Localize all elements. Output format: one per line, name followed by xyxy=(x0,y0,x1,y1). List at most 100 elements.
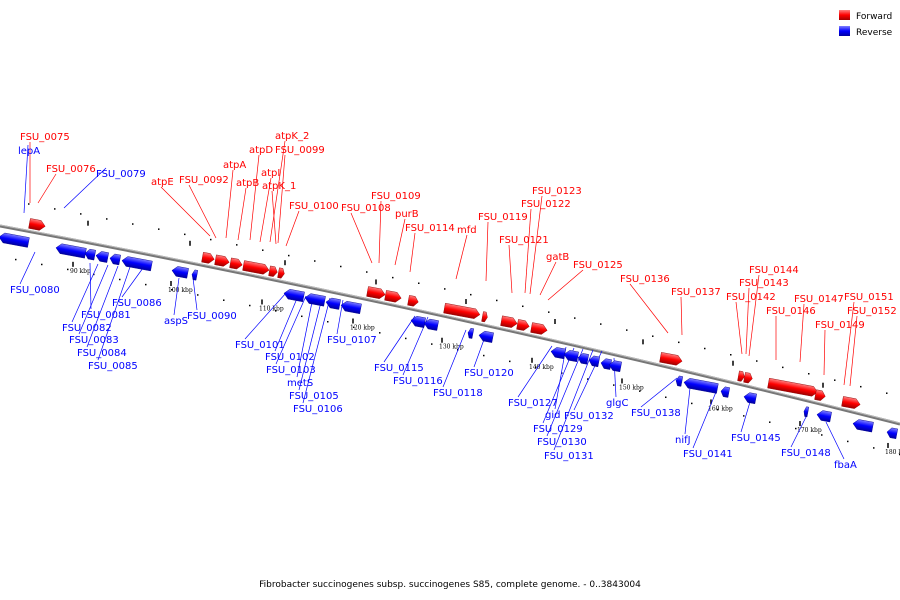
forward-gene-arrow[interactable] xyxy=(28,218,47,231)
reverse-gene-arrow[interactable] xyxy=(171,265,189,279)
reverse-gene-label[interactable]: FSU_0116 xyxy=(393,376,443,387)
forward-gene-label[interactable]: atpK_2 xyxy=(275,131,309,142)
forward-gene-label[interactable]: purB xyxy=(395,209,419,220)
forward-gene-arrow[interactable] xyxy=(277,267,286,279)
reverse-gene-label[interactable]: FSU_0130 xyxy=(537,437,587,448)
forward-gene-label[interactable]: FSU_0092 xyxy=(179,175,229,186)
forward-gene-arrow[interactable] xyxy=(201,252,216,264)
reverse-gene-arrow[interactable] xyxy=(109,253,121,266)
forward-gene-label[interactable]: FSU_0108 xyxy=(341,203,391,214)
forward-gene-label[interactable]: atpA xyxy=(223,160,246,171)
forward-gene-label[interactable]: atpB xyxy=(236,178,259,189)
reverse-gene-arrow[interactable] xyxy=(600,358,612,370)
reverse-gene-arrow[interactable] xyxy=(283,288,305,303)
reverse-gene-label[interactable]: FSU_0082 xyxy=(62,323,112,334)
forward-gene-label[interactable]: FSU_0114 xyxy=(405,223,455,234)
reverse-gene-label[interactable]: FSU_0129 xyxy=(533,424,583,435)
forward-gene-label[interactable]: gatB xyxy=(546,252,569,263)
forward-gene-arrow[interactable] xyxy=(767,377,819,397)
forward-gene-label[interactable]: FSU_0136 xyxy=(620,274,670,285)
forward-gene-label[interactable]: FSU_0123 xyxy=(532,186,582,197)
forward-gene-arrow[interactable] xyxy=(481,311,489,323)
reverse-gene-arrow[interactable] xyxy=(743,392,757,405)
forward-gene-label[interactable]: FSU_0142 xyxy=(726,292,776,303)
forward-gene-arrow[interactable] xyxy=(366,286,387,300)
reverse-gene-label[interactable]: lepA xyxy=(18,146,40,157)
reverse-gene-arrow[interactable] xyxy=(816,410,832,423)
reverse-gene-arrow[interactable] xyxy=(467,327,475,339)
reverse-gene-arrow[interactable] xyxy=(852,419,874,433)
forward-gene-label[interactable]: atpD xyxy=(249,145,273,156)
reverse-gene-arrow[interactable] xyxy=(720,386,730,398)
reverse-gene-label[interactable]: FSU_0080 xyxy=(10,285,60,296)
forward-gene-arrow[interactable] xyxy=(737,370,746,382)
forward-gene-label[interactable]: FSU_0125 xyxy=(573,260,623,271)
forward-gene-label[interactable]: FSU_0122 xyxy=(521,199,571,210)
reverse-gene-label[interactable]: FSU_0085 xyxy=(88,361,138,372)
forward-gene-label[interactable]: FSU_0146 xyxy=(766,306,816,317)
reverse-gene-label[interactable]: FSU_0084 xyxy=(77,348,127,359)
reverse-gene-label[interactable]: fbaA xyxy=(834,460,857,471)
reverse-gene-label[interactable]: glgC xyxy=(606,398,628,409)
reverse-gene-arrow[interactable] xyxy=(886,427,898,440)
forward-gene-label[interactable]: FSU_0152 xyxy=(847,306,897,317)
reverse-gene-arrow[interactable] xyxy=(683,377,719,394)
reverse-gene-label[interactable]: FSU_0081 xyxy=(81,310,131,321)
forward-gene-arrow[interactable] xyxy=(214,254,231,267)
reverse-gene-arrow[interactable] xyxy=(95,251,109,263)
reverse-gene-arrow[interactable] xyxy=(121,256,153,272)
reverse-gene-label[interactable]: FSU_0103 xyxy=(266,365,316,376)
reverse-gene-label[interactable]: FSU_0120 xyxy=(464,368,514,379)
reverse-gene-arrow[interactable] xyxy=(55,243,87,259)
reverse-gene-label[interactable]: FSU_0106 xyxy=(293,404,343,415)
reverse-gene-label[interactable]: metS xyxy=(287,378,313,389)
reverse-gene-arrow[interactable] xyxy=(588,355,600,368)
reverse-gene-arrow[interactable] xyxy=(0,232,30,248)
forward-gene-label[interactable]: FSU_0121 xyxy=(499,235,549,246)
forward-gene-label[interactable]: FSU_0137 xyxy=(671,287,721,298)
reverse-gene-label[interactable]: FSU_0118 xyxy=(433,388,483,399)
reverse-gene-arrow[interactable] xyxy=(191,269,199,281)
forward-gene-label[interactable]: FSU_0143 xyxy=(739,278,789,289)
reverse-gene-arrow[interactable] xyxy=(304,293,326,307)
reverse-gene-arrow[interactable] xyxy=(577,353,589,365)
forward-gene-label[interactable]: FSU_0099 xyxy=(275,145,325,156)
forward-gene-arrow[interactable] xyxy=(500,315,519,329)
reverse-gene-arrow[interactable] xyxy=(325,297,341,310)
forward-gene-label[interactable]: FSU_0144 xyxy=(749,265,799,276)
reverse-gene-label[interactable]: FSU_0107 xyxy=(327,335,377,346)
reverse-gene-label[interactable]: FSU_0138 xyxy=(631,408,681,419)
reverse-gene-arrow[interactable] xyxy=(423,318,439,331)
forward-gene-label[interactable]: atpI xyxy=(261,168,280,179)
reverse-gene-label[interactable]: nifJ xyxy=(675,435,691,446)
reverse-gene-arrow[interactable] xyxy=(675,375,684,387)
forward-gene-label[interactable]: FSU_0149 xyxy=(815,320,865,331)
reverse-gene-label[interactable]: FSU_0086 xyxy=(112,298,162,309)
forward-gene-arrow[interactable] xyxy=(530,322,549,336)
forward-gene-label[interactable]: atpE xyxy=(151,177,174,188)
reverse-gene-label[interactable]: FSU_0131 xyxy=(544,451,594,462)
reverse-gene-arrow[interactable] xyxy=(340,300,362,315)
reverse-gene-label[interactable]: FSU_0127 xyxy=(508,398,558,409)
forward-gene-arrow[interactable] xyxy=(229,257,244,270)
reverse-gene-label[interactable]: FSU_0079 xyxy=(96,169,146,180)
reverse-gene-arrow[interactable] xyxy=(803,406,810,418)
forward-gene-label[interactable]: FSU_0147 xyxy=(794,294,844,305)
forward-gene-arrow[interactable] xyxy=(814,389,827,402)
forward-gene-arrow[interactable] xyxy=(242,260,270,276)
forward-gene-arrow[interactable] xyxy=(743,372,754,384)
reverse-gene-label[interactable]: FSU_0132 xyxy=(564,411,614,422)
reverse-gene-label[interactable]: FSU_0101 xyxy=(235,340,285,351)
forward-gene-arrow[interactable] xyxy=(516,319,531,331)
forward-gene-label[interactable]: FSU_0109 xyxy=(371,191,421,202)
forward-gene-label[interactable]: mfd xyxy=(457,225,477,236)
reverse-gene-arrow[interactable] xyxy=(410,315,426,328)
reverse-gene-arrow[interactable] xyxy=(478,330,494,343)
forward-gene-arrow[interactable] xyxy=(841,396,862,409)
forward-gene-label[interactable]: FSU_0151 xyxy=(844,292,894,303)
forward-gene-arrow[interactable] xyxy=(407,295,420,307)
reverse-gene-label[interactable]: FSU_0105 xyxy=(289,391,339,402)
reverse-gene-label[interactable]: FSU_0145 xyxy=(731,433,781,444)
reverse-gene-label[interactable]: FSU_0141 xyxy=(683,449,733,460)
forward-gene-label[interactable]: atpK_1 xyxy=(262,181,296,192)
